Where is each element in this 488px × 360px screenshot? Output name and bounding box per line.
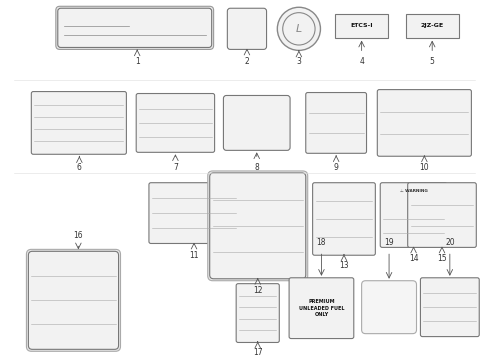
Text: 2JZ-GE: 2JZ-GE [420, 23, 443, 28]
FancyBboxPatch shape [380, 183, 446, 247]
FancyBboxPatch shape [31, 91, 126, 154]
FancyBboxPatch shape [223, 95, 289, 150]
FancyBboxPatch shape [58, 8, 211, 48]
FancyBboxPatch shape [305, 93, 366, 153]
Text: 1: 1 [135, 57, 139, 66]
Text: ETCS-I: ETCS-I [349, 23, 372, 28]
FancyBboxPatch shape [209, 173, 305, 279]
Text: 5: 5 [429, 57, 434, 66]
FancyBboxPatch shape [361, 281, 416, 334]
Text: 11: 11 [189, 251, 198, 260]
Text: 9: 9 [333, 163, 338, 172]
Text: L: L [295, 24, 302, 34]
FancyBboxPatch shape [407, 183, 475, 247]
FancyBboxPatch shape [420, 278, 478, 337]
Circle shape [277, 7, 320, 50]
FancyBboxPatch shape [149, 183, 239, 243]
FancyBboxPatch shape [136, 94, 214, 152]
Text: 4: 4 [359, 57, 364, 66]
FancyBboxPatch shape [56, 6, 213, 49]
Text: 10: 10 [419, 163, 428, 172]
Text: 16: 16 [73, 230, 83, 239]
Text: 20: 20 [444, 238, 454, 247]
FancyBboxPatch shape [26, 249, 120, 351]
Bar [405, 14, 458, 38]
Text: 15: 15 [436, 254, 446, 263]
Text: ⚠ WARNING: ⚠ WARNING [399, 189, 427, 193]
Text: 3: 3 [296, 57, 301, 66]
FancyBboxPatch shape [288, 278, 353, 338]
Text: 19: 19 [384, 238, 393, 247]
Text: 12: 12 [252, 285, 262, 294]
Bar [334, 14, 387, 38]
FancyBboxPatch shape [207, 171, 307, 281]
FancyBboxPatch shape [227, 8, 266, 49]
Text: 2: 2 [244, 57, 249, 66]
Text: 6: 6 [77, 163, 81, 172]
FancyBboxPatch shape [28, 251, 118, 349]
FancyBboxPatch shape [236, 284, 279, 342]
FancyBboxPatch shape [377, 90, 470, 156]
Text: 14: 14 [408, 254, 418, 263]
Text: 8: 8 [254, 163, 259, 172]
Text: 17: 17 [252, 348, 262, 357]
Text: 7: 7 [173, 163, 178, 172]
Circle shape [282, 13, 314, 45]
Text: PREMIUM
UNLEADED FUEL
ONLY: PREMIUM UNLEADED FUEL ONLY [298, 299, 344, 317]
Text: 13: 13 [339, 261, 348, 270]
FancyBboxPatch shape [312, 183, 375, 255]
Text: 18: 18 [316, 238, 325, 247]
